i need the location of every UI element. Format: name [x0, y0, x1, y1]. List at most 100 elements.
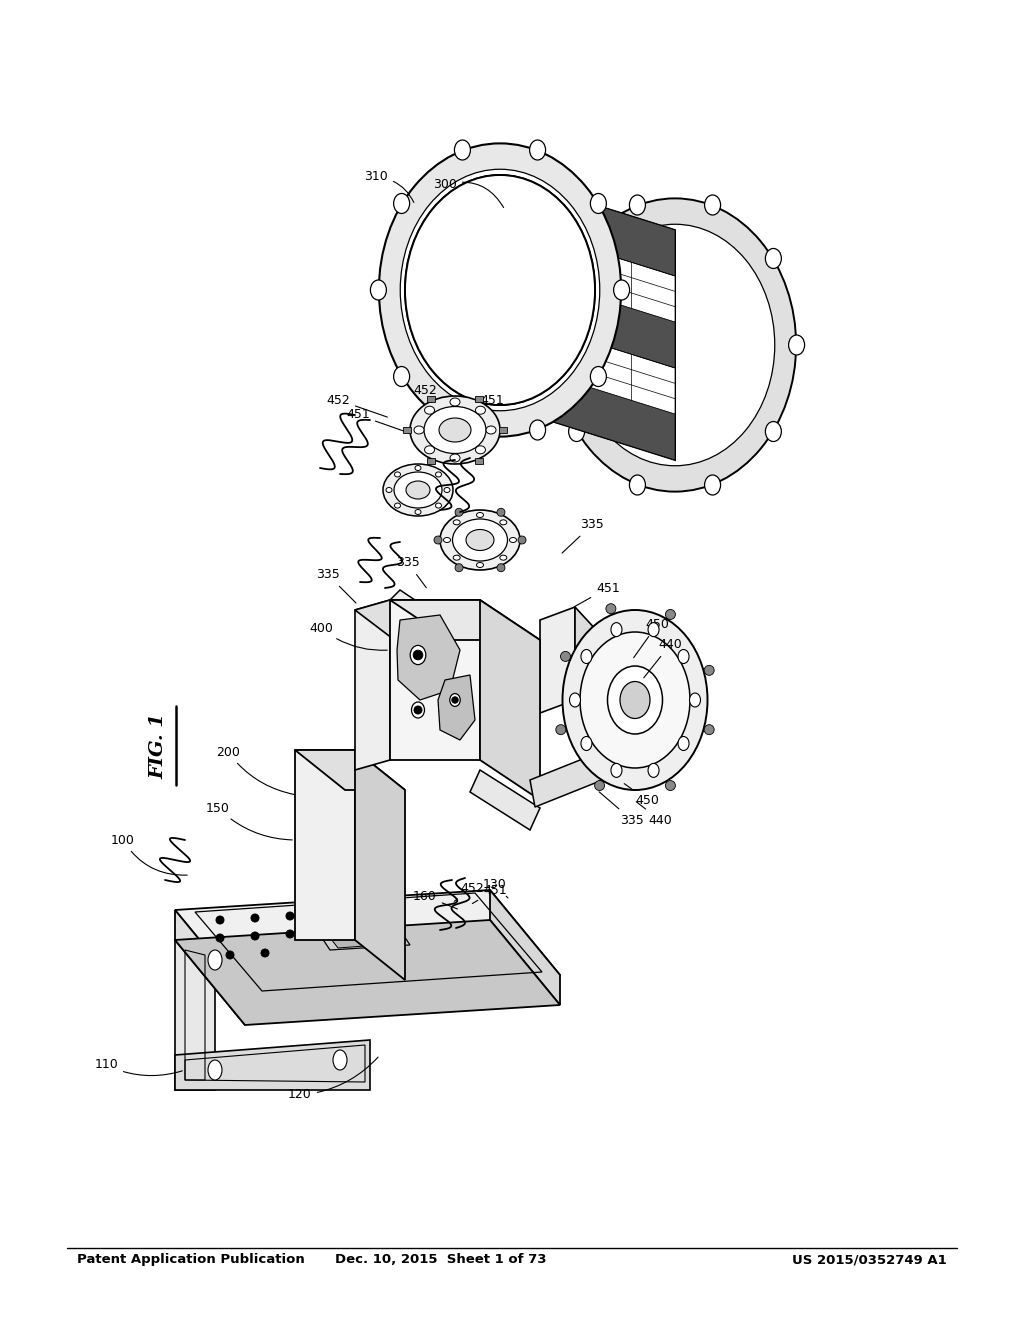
Ellipse shape	[444, 487, 450, 492]
Text: Dec. 10, 2015  Sheet 1 of 73: Dec. 10, 2015 Sheet 1 of 73	[335, 1254, 546, 1266]
Ellipse shape	[705, 195, 721, 215]
Circle shape	[216, 935, 224, 942]
Circle shape	[606, 603, 615, 614]
Ellipse shape	[581, 737, 592, 751]
Ellipse shape	[406, 480, 430, 499]
Circle shape	[556, 725, 566, 735]
Ellipse shape	[607, 667, 663, 734]
Text: 200: 200	[216, 746, 294, 795]
Ellipse shape	[208, 1060, 222, 1080]
Polygon shape	[310, 915, 410, 950]
Text: 452: 452	[327, 393, 387, 417]
Polygon shape	[175, 920, 560, 1026]
Polygon shape	[355, 750, 406, 979]
Ellipse shape	[546, 335, 561, 355]
Ellipse shape	[611, 623, 622, 636]
Polygon shape	[499, 426, 507, 433]
Ellipse shape	[500, 520, 507, 525]
Ellipse shape	[454, 520, 460, 525]
Ellipse shape	[562, 610, 708, 789]
Text: 400: 400	[309, 622, 387, 651]
Polygon shape	[397, 615, 460, 700]
Polygon shape	[500, 313, 675, 414]
Text: 160: 160	[413, 890, 458, 909]
Ellipse shape	[443, 537, 451, 543]
Ellipse shape	[450, 454, 460, 462]
Text: 450: 450	[625, 784, 658, 807]
Ellipse shape	[379, 144, 622, 437]
Circle shape	[705, 725, 714, 735]
Polygon shape	[575, 607, 610, 738]
Text: 100: 100	[112, 833, 187, 875]
Circle shape	[261, 949, 269, 957]
Ellipse shape	[455, 420, 470, 440]
Polygon shape	[390, 601, 540, 640]
Ellipse shape	[620, 681, 650, 718]
Ellipse shape	[425, 407, 434, 414]
Ellipse shape	[591, 194, 606, 214]
Polygon shape	[318, 917, 404, 948]
Circle shape	[560, 651, 570, 661]
Ellipse shape	[450, 693, 460, 706]
Polygon shape	[475, 458, 483, 465]
Ellipse shape	[476, 562, 483, 568]
Polygon shape	[175, 1040, 370, 1090]
Ellipse shape	[705, 475, 721, 495]
Circle shape	[497, 508, 505, 516]
Text: 440: 440	[644, 639, 682, 678]
Ellipse shape	[400, 169, 600, 411]
Polygon shape	[403, 426, 411, 433]
Ellipse shape	[475, 407, 485, 414]
Circle shape	[666, 610, 676, 619]
Polygon shape	[175, 909, 245, 1026]
Ellipse shape	[410, 396, 500, 465]
Polygon shape	[175, 940, 215, 1090]
Circle shape	[666, 780, 676, 791]
Polygon shape	[355, 601, 390, 770]
Polygon shape	[500, 176, 675, 459]
Polygon shape	[427, 396, 435, 401]
Ellipse shape	[678, 649, 689, 664]
Ellipse shape	[568, 421, 585, 441]
Ellipse shape	[581, 649, 592, 664]
Circle shape	[321, 909, 329, 917]
Ellipse shape	[500, 556, 507, 560]
Ellipse shape	[529, 420, 546, 440]
Ellipse shape	[455, 140, 470, 160]
Ellipse shape	[689, 693, 700, 708]
Circle shape	[497, 564, 505, 572]
Ellipse shape	[580, 632, 690, 768]
Ellipse shape	[568, 248, 585, 268]
Text: 130: 130	[483, 879, 508, 898]
Text: 451: 451	[346, 408, 413, 434]
Text: 452: 452	[455, 882, 483, 902]
Polygon shape	[500, 359, 675, 459]
Ellipse shape	[386, 487, 392, 492]
Polygon shape	[475, 396, 483, 401]
Ellipse shape	[424, 407, 486, 454]
Ellipse shape	[648, 763, 659, 777]
Ellipse shape	[453, 519, 508, 561]
Circle shape	[286, 931, 294, 939]
Text: 310: 310	[365, 170, 414, 202]
Ellipse shape	[486, 426, 496, 434]
Polygon shape	[438, 675, 475, 741]
Ellipse shape	[435, 473, 441, 477]
Ellipse shape	[371, 280, 386, 300]
Ellipse shape	[450, 399, 460, 407]
Polygon shape	[500, 220, 675, 322]
Text: 110: 110	[94, 1059, 182, 1076]
Text: 335: 335	[316, 569, 356, 603]
Text: 335: 335	[599, 792, 644, 826]
Ellipse shape	[415, 466, 421, 470]
Ellipse shape	[611, 763, 622, 777]
Ellipse shape	[393, 367, 410, 387]
Circle shape	[251, 932, 259, 940]
Ellipse shape	[394, 473, 400, 477]
Polygon shape	[355, 601, 440, 648]
Ellipse shape	[765, 248, 781, 268]
Polygon shape	[470, 770, 540, 830]
Ellipse shape	[414, 426, 424, 434]
Polygon shape	[500, 267, 675, 368]
Ellipse shape	[630, 475, 645, 495]
